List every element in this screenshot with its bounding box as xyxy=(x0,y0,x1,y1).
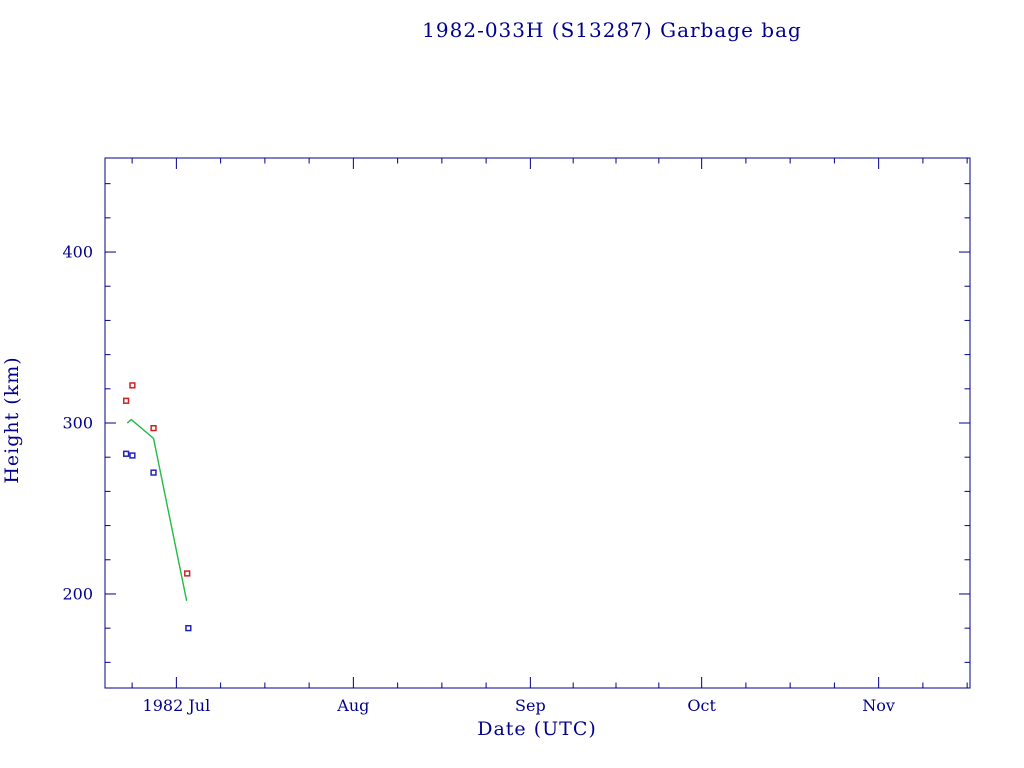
x-axis-label: Date (UTC) xyxy=(477,718,597,740)
series-green-line-mean-height xyxy=(126,418,188,601)
data-point-marker xyxy=(150,469,157,476)
data-point-marker xyxy=(184,570,191,577)
data-point-marker xyxy=(129,452,136,459)
series-red-squares-apogee-height xyxy=(122,382,191,577)
data-point-marker xyxy=(150,424,157,432)
data-point-marker xyxy=(122,397,130,404)
data-point-marker xyxy=(129,382,136,389)
x-tick-label: Oct xyxy=(687,696,716,715)
series-line xyxy=(126,418,188,601)
series-blue-squares-perigee-height xyxy=(122,450,192,632)
y-tick-label: 300 xyxy=(62,414,93,433)
data-point-marker xyxy=(185,625,192,632)
data-point-marker xyxy=(122,450,130,457)
x-tick-label: Aug xyxy=(336,696,369,715)
x-tick-label: Sep xyxy=(515,696,546,715)
x-tick-label: Nov xyxy=(862,696,895,715)
axis-ticks xyxy=(105,158,970,688)
y-tick-label: 400 xyxy=(62,243,93,262)
x-tick-label: 1982 Jul xyxy=(143,696,211,715)
tick-labels: 1982 Jul Aug Sep Oct Nov 200 300 400 xyxy=(62,243,895,715)
plot-frame xyxy=(104,157,971,689)
y-tick-label: 200 xyxy=(62,584,93,603)
chart-title: 1982-033H (S13287) Garbage bag xyxy=(422,18,802,42)
